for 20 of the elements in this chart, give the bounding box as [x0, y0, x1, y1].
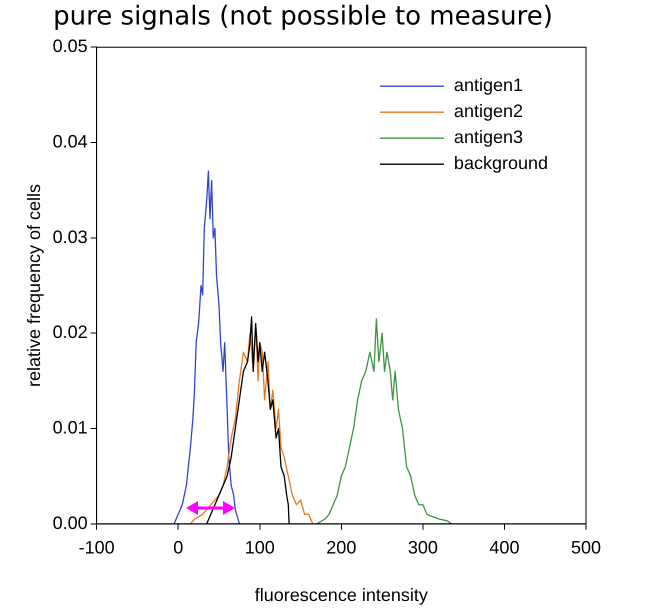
- y-tick-label: 0.04: [52, 131, 88, 152]
- x-tick-label: 100: [244, 538, 275, 558]
- legend-label: antigen3: [454, 127, 524, 148]
- legend-label: background: [454, 153, 548, 174]
- y-tick-label: 0.01: [52, 417, 88, 438]
- x-tick-label: 400: [489, 538, 520, 558]
- y-tick-label: 0.03: [52, 226, 88, 247]
- x-tick-label: 200: [326, 538, 356, 558]
- y-axis-title: relative frequency of cells: [24, 184, 44, 388]
- x-tick-label: -100: [78, 538, 115, 558]
- y-tick-label: 0.00: [52, 512, 88, 533]
- x-axis-title: fluorescence intensity: [254, 585, 428, 606]
- y-tick-label: 0.02: [52, 322, 88, 342]
- legend-label: antigen2: [454, 101, 524, 122]
- x-tick-label: 0: [173, 538, 184, 558]
- chart-title: pure signals (not possible to measure): [53, 1, 553, 32]
- x-tick-label: 300: [408, 538, 438, 558]
- y-tick-label: 0.05: [52, 36, 88, 56]
- legend-label: antigen1: [454, 75, 524, 96]
- x-tick-label: 500: [570, 538, 602, 558]
